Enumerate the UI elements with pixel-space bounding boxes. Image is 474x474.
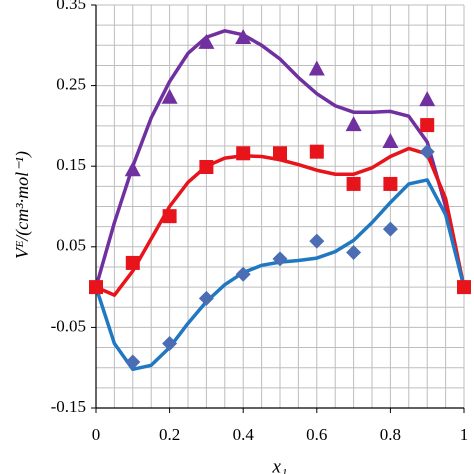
x-tick-label: 0.6 — [306, 425, 327, 444]
data-point — [125, 354, 141, 370]
x-axis-label: x₁ — [271, 456, 287, 474]
data-point — [457, 280, 471, 295]
data-point — [309, 233, 325, 249]
y-tick-label: -0.05 — [51, 316, 86, 335]
data-point — [162, 209, 177, 224]
data-point — [346, 176, 361, 191]
x-tick-label: 1 — [460, 425, 469, 444]
data-point — [272, 251, 288, 267]
y-tick-label: -0.15 — [51, 397, 86, 416]
data-point — [309, 144, 324, 159]
data-point — [383, 176, 398, 191]
data-point — [382, 133, 399, 149]
y-tick-label: 0.25 — [56, 75, 86, 94]
data-point — [345, 116, 362, 132]
x-tick-label: 0 — [92, 425, 101, 444]
data-point — [162, 336, 178, 352]
data-point — [273, 146, 287, 161]
data-point — [89, 280, 103, 295]
data-point — [198, 290, 214, 306]
data-point — [199, 160, 214, 175]
data-point — [308, 60, 325, 76]
data-point — [235, 266, 251, 282]
data-point — [124, 161, 141, 177]
data-point — [198, 33, 215, 49]
data-point — [236, 146, 251, 161]
x-tick-label: 0.4 — [233, 425, 255, 444]
y-tick-label: 0.35 — [56, 0, 86, 13]
data-point — [125, 255, 140, 270]
y-tick-label: 0.15 — [56, 155, 86, 174]
y-axis-label: Vᴱ/(cm³·mol⁻¹) — [12, 151, 33, 259]
data-point — [346, 244, 362, 260]
data-point — [382, 221, 398, 237]
x-tick-label: 0.8 — [380, 425, 401, 444]
data-point — [420, 118, 435, 133]
data-point — [235, 29, 252, 45]
data-point — [161, 88, 178, 104]
fit-curve — [94, 29, 466, 288]
data-point — [419, 91, 436, 107]
y-tick-label: 0.05 — [56, 236, 86, 255]
x-tick-label: 0.2 — [159, 425, 180, 444]
data-point — [419, 144, 435, 160]
